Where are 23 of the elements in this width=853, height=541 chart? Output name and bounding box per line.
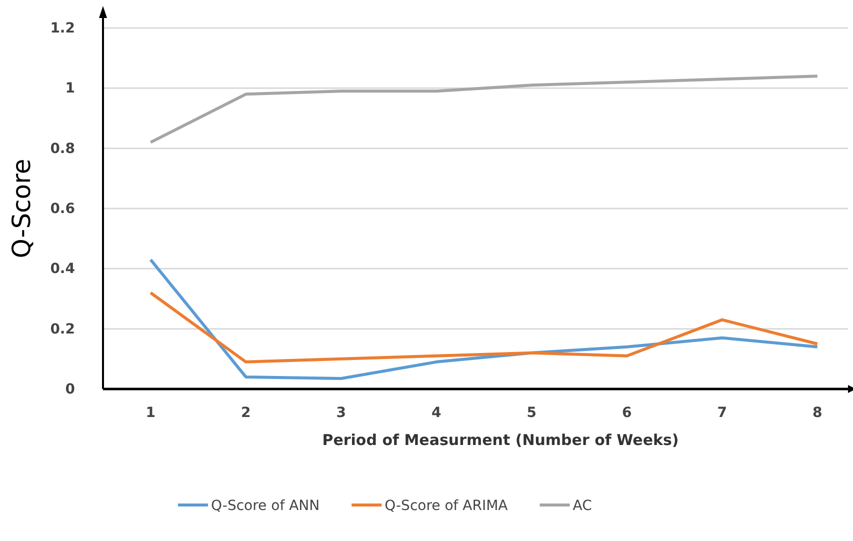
y-tick-label: 0.2: [50, 321, 75, 338]
x-tick-label: 2: [241, 404, 251, 421]
x-tick-label: 6: [622, 404, 632, 421]
y-tick-label: 0: [65, 381, 76, 398]
y-tick-label: 1.2: [50, 20, 75, 36]
x-tick-label: 8: [812, 404, 822, 421]
x-axis-title: Period of Measurment (Number of Weeks): [322, 431, 679, 449]
x-tick-label: 4: [432, 404, 442, 421]
x-tick-label: 5: [526, 404, 536, 421]
x-tick-label: 3: [336, 404, 346, 421]
x-tick-label: 1: [146, 404, 156, 421]
legend-label: Q-Score of ARIMA: [384, 498, 508, 514]
legend-label: AC: [572, 498, 592, 514]
y-tick-label: 0.8: [50, 140, 75, 157]
legend-label: Q-Score of ANN: [211, 498, 320, 514]
x-tick-label: 7: [717, 404, 727, 421]
line-series: [149, 258, 819, 380]
line-series: [149, 291, 819, 364]
line-series: [149, 74, 819, 144]
y-axis-title: Q-Score: [7, 158, 36, 258]
y-tick-label: 1: [65, 80, 75, 97]
y-tick-label: 0.4: [50, 261, 76, 278]
y-tick-label: 0.6: [50, 200, 75, 217]
